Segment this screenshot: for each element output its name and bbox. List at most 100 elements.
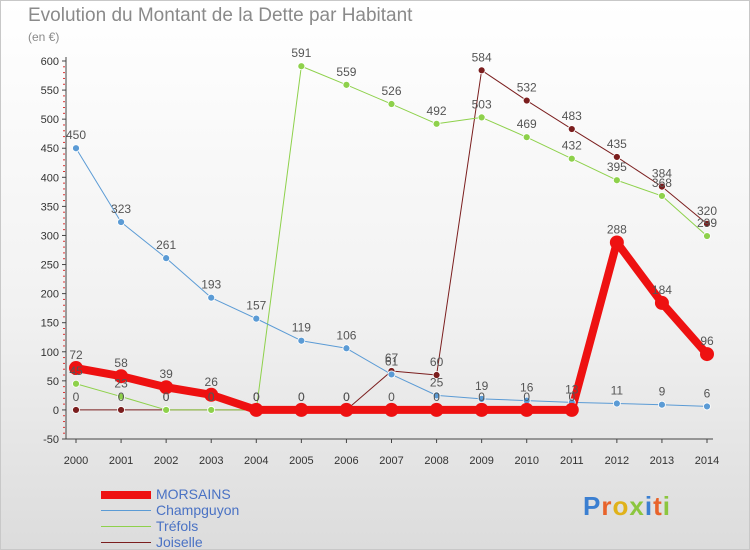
data-label: 492 xyxy=(427,104,447,118)
data-point xyxy=(429,402,444,417)
data-point xyxy=(477,66,486,75)
data-label: 25 xyxy=(430,375,444,389)
data-point xyxy=(342,80,351,89)
y-tick-label: 550 xyxy=(41,85,59,97)
logo-letter: r xyxy=(601,491,613,521)
data-point xyxy=(387,100,396,108)
chart-title: Evolution du Montant de la Dette par Hab… xyxy=(28,5,413,26)
data-label: 61 xyxy=(385,354,399,368)
data-point xyxy=(432,391,441,400)
legend-item-trefols: Tréfols xyxy=(101,518,401,535)
data-point xyxy=(477,113,486,122)
data-label: 559 xyxy=(336,65,356,79)
data-label: 0 xyxy=(253,390,260,404)
legend-label: MORSAINS xyxy=(156,486,231,502)
data-point xyxy=(72,406,80,414)
data-label: 469 xyxy=(517,117,537,131)
data-label: 23 xyxy=(114,377,128,391)
legend-item-champguyon: Champguyon xyxy=(101,502,401,519)
data-label: 0 xyxy=(163,390,170,404)
data-point xyxy=(567,125,576,133)
y-tick-label: 450 xyxy=(41,143,59,155)
y-tick-label: 500 xyxy=(41,114,59,126)
data-label: 591 xyxy=(291,46,311,60)
data-label: 299 xyxy=(697,216,717,230)
data-label: 0 xyxy=(568,390,575,404)
data-label: 0 xyxy=(343,390,350,404)
data-label: 503 xyxy=(472,97,492,111)
data-label: 483 xyxy=(562,109,582,123)
legend-label: Joiselle xyxy=(156,534,203,550)
legend-swatch-champguyon xyxy=(101,510,151,511)
data-point xyxy=(252,314,261,323)
data-point xyxy=(162,406,171,414)
data-label: 584 xyxy=(472,50,492,64)
x-tick-label: 2014 xyxy=(695,455,719,467)
data-label: 9 xyxy=(659,385,666,399)
data-label: 0 xyxy=(433,390,440,404)
data-point xyxy=(159,380,174,395)
data-label: 435 xyxy=(607,137,627,151)
x-tick-label: 2006 xyxy=(334,455,358,467)
data-label: 395 xyxy=(607,160,627,174)
data-label: 0 xyxy=(118,390,125,404)
data-label: 450 xyxy=(66,128,86,142)
x-tick-label: 2007 xyxy=(379,455,403,467)
y-tick-label: 200 xyxy=(41,289,59,301)
x-tick-label: 2003 xyxy=(199,455,223,467)
x-tick-label: 2000 xyxy=(64,455,88,467)
logo-letter: o xyxy=(612,491,630,521)
data-point xyxy=(703,219,711,228)
y-tick-label: 150 xyxy=(41,318,59,330)
proxiti-logo: Proxiti xyxy=(583,491,671,522)
data-label: 320 xyxy=(697,204,717,218)
y-tick-label: 0 xyxy=(53,405,59,417)
data-label: 0 xyxy=(343,390,350,404)
data-point xyxy=(609,235,624,250)
data-label: 0 xyxy=(388,390,395,404)
data-label: 368 xyxy=(652,176,672,190)
data-point xyxy=(72,144,80,153)
data-label: 0 xyxy=(163,390,170,404)
data-point xyxy=(612,153,621,161)
data-point xyxy=(654,295,669,310)
y-tick-label: 100 xyxy=(41,347,59,359)
x-tick-label: 2004 xyxy=(244,455,268,467)
y-tick-label: 300 xyxy=(41,230,59,242)
legend-label: Tréfols xyxy=(156,518,199,534)
data-point xyxy=(249,402,264,417)
data-label: 6 xyxy=(704,386,711,400)
x-tick-label: 2008 xyxy=(424,455,448,467)
logo-letter: i xyxy=(662,491,671,521)
y-tick-label: 600 xyxy=(41,56,59,68)
data-point xyxy=(522,133,531,142)
data-label: 11 xyxy=(611,384,624,398)
y-tick-label: 250 xyxy=(41,260,59,272)
axes: -500501001502002503003504004505005506002… xyxy=(41,56,720,467)
data-point xyxy=(117,218,125,226)
x-tick-label: 2013 xyxy=(650,455,674,467)
data-label: 0 xyxy=(298,390,305,404)
data-point xyxy=(297,62,306,71)
data-point xyxy=(162,254,171,263)
data-point xyxy=(114,369,129,384)
data-point xyxy=(339,402,354,417)
legend-item-joiselle: Joiselle xyxy=(101,534,401,550)
data-label: 106 xyxy=(336,328,356,342)
data-point xyxy=(207,293,216,302)
data-point xyxy=(387,370,396,379)
data-point xyxy=(117,406,125,414)
x-tick-label: 2005 xyxy=(289,455,313,467)
data-point xyxy=(700,347,714,362)
data-label: 0 xyxy=(298,390,305,404)
series-points xyxy=(69,62,714,417)
data-label: 193 xyxy=(201,278,221,292)
logo-letter: t xyxy=(653,491,663,521)
data-label: 19 xyxy=(475,379,489,393)
data-label: 72 xyxy=(69,348,83,362)
data-label: 119 xyxy=(292,321,311,335)
data-label: 0 xyxy=(253,390,260,404)
data-label: 96 xyxy=(700,334,714,348)
